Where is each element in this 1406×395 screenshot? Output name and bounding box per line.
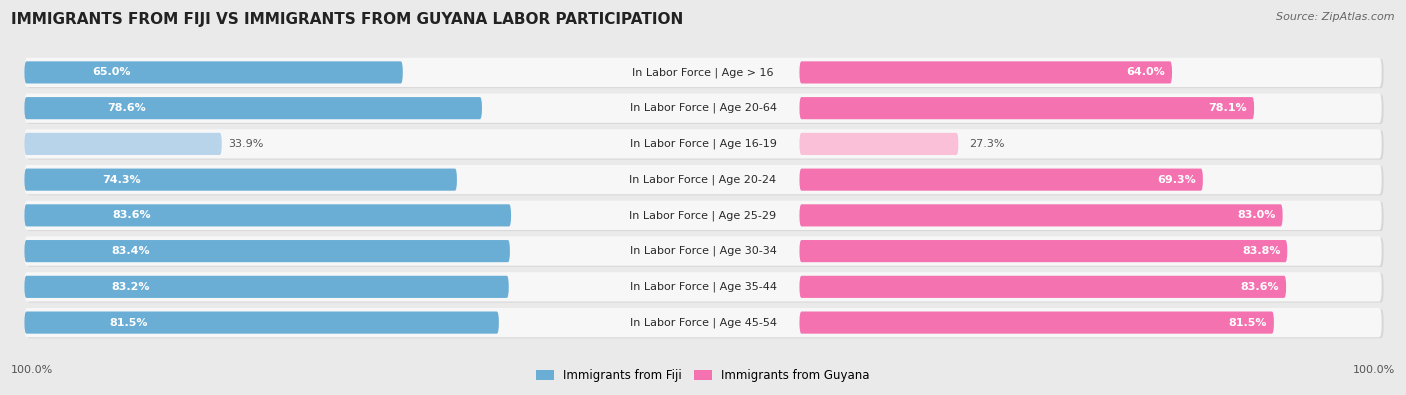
FancyBboxPatch shape: [24, 237, 1382, 266]
FancyBboxPatch shape: [27, 309, 1384, 338]
Text: 81.5%: 81.5%: [110, 318, 148, 327]
Text: In Labor Force | Age 30-34: In Labor Force | Age 30-34: [630, 246, 776, 256]
FancyBboxPatch shape: [24, 201, 1382, 230]
FancyBboxPatch shape: [800, 204, 1282, 226]
FancyBboxPatch shape: [27, 166, 1384, 196]
Text: In Labor Force | Age 20-24: In Labor Force | Age 20-24: [630, 174, 776, 185]
FancyBboxPatch shape: [800, 169, 1204, 191]
Text: 69.3%: 69.3%: [1157, 175, 1197, 184]
FancyBboxPatch shape: [24, 61, 402, 83]
FancyBboxPatch shape: [800, 276, 1286, 298]
Text: 100.0%: 100.0%: [11, 365, 53, 375]
Text: 81.5%: 81.5%: [1229, 318, 1267, 327]
FancyBboxPatch shape: [800, 240, 1288, 262]
FancyBboxPatch shape: [24, 204, 510, 226]
FancyBboxPatch shape: [800, 61, 1173, 83]
Text: In Labor Force | Age 20-64: In Labor Force | Age 20-64: [630, 103, 776, 113]
Text: 27.3%: 27.3%: [969, 139, 1004, 149]
FancyBboxPatch shape: [27, 130, 1384, 160]
Text: 33.9%: 33.9%: [229, 139, 264, 149]
FancyBboxPatch shape: [24, 312, 499, 334]
FancyBboxPatch shape: [24, 165, 1382, 194]
Text: IMMIGRANTS FROM FIJI VS IMMIGRANTS FROM GUYANA LABOR PARTICIPATION: IMMIGRANTS FROM FIJI VS IMMIGRANTS FROM …: [11, 12, 683, 27]
FancyBboxPatch shape: [27, 94, 1384, 124]
Text: 83.0%: 83.0%: [1237, 211, 1275, 220]
Text: In Labor Force | Age > 16: In Labor Force | Age > 16: [633, 67, 773, 78]
FancyBboxPatch shape: [800, 133, 959, 155]
Text: 78.6%: 78.6%: [107, 103, 145, 113]
FancyBboxPatch shape: [24, 133, 222, 155]
FancyBboxPatch shape: [24, 58, 1382, 87]
FancyBboxPatch shape: [24, 308, 1382, 337]
FancyBboxPatch shape: [24, 272, 1382, 301]
Text: Source: ZipAtlas.com: Source: ZipAtlas.com: [1277, 12, 1395, 22]
FancyBboxPatch shape: [27, 237, 1384, 267]
FancyBboxPatch shape: [24, 240, 510, 262]
FancyBboxPatch shape: [24, 169, 457, 191]
Text: 65.0%: 65.0%: [93, 68, 131, 77]
FancyBboxPatch shape: [27, 202, 1384, 231]
FancyBboxPatch shape: [24, 276, 509, 298]
Text: 74.3%: 74.3%: [103, 175, 141, 184]
Text: 78.1%: 78.1%: [1209, 103, 1247, 113]
Text: 83.4%: 83.4%: [112, 246, 150, 256]
Text: 83.6%: 83.6%: [1240, 282, 1279, 292]
Text: In Labor Force | Age 25-29: In Labor Force | Age 25-29: [630, 210, 776, 221]
Text: In Labor Force | Age 35-44: In Labor Force | Age 35-44: [630, 282, 776, 292]
FancyBboxPatch shape: [27, 59, 1384, 88]
FancyBboxPatch shape: [27, 273, 1384, 303]
Text: In Labor Force | Age 45-54: In Labor Force | Age 45-54: [630, 317, 776, 328]
Text: 83.8%: 83.8%: [1241, 246, 1281, 256]
Text: 83.6%: 83.6%: [112, 211, 150, 220]
Text: 64.0%: 64.0%: [1126, 68, 1166, 77]
FancyBboxPatch shape: [800, 97, 1254, 119]
FancyBboxPatch shape: [24, 94, 1382, 123]
Text: In Labor Force | Age 16-19: In Labor Force | Age 16-19: [630, 139, 776, 149]
FancyBboxPatch shape: [24, 97, 482, 119]
FancyBboxPatch shape: [800, 312, 1274, 334]
Text: 100.0%: 100.0%: [1353, 365, 1395, 375]
FancyBboxPatch shape: [24, 129, 1382, 158]
Legend: Immigrants from Fiji, Immigrants from Guyana: Immigrants from Fiji, Immigrants from Gu…: [531, 364, 875, 387]
Text: 83.2%: 83.2%: [111, 282, 150, 292]
